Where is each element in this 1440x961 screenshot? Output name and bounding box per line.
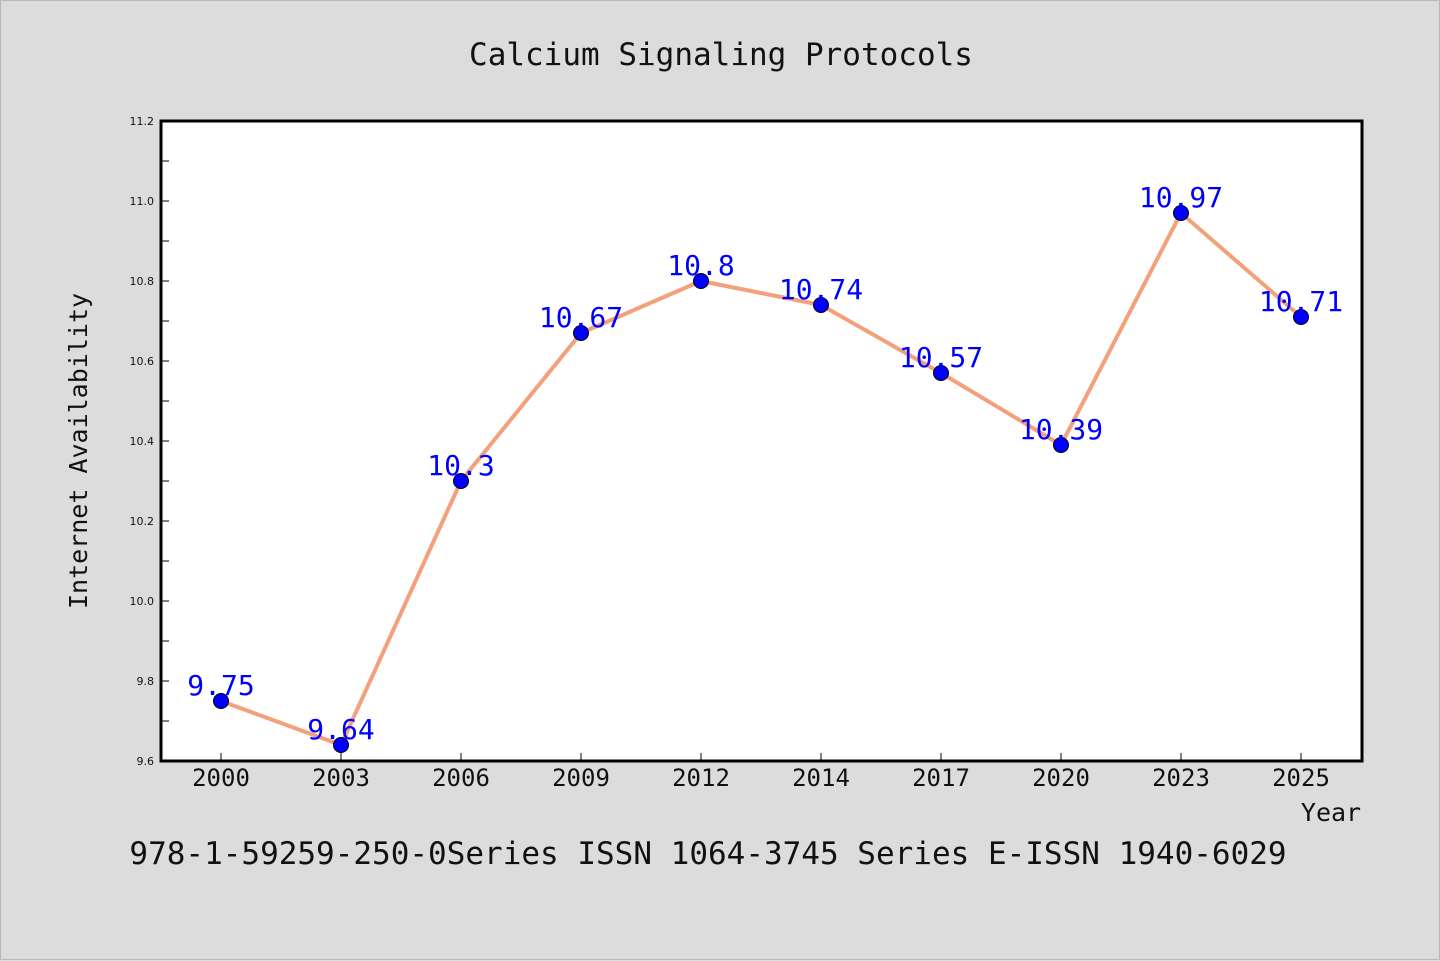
data-label: 10.57 [899,341,983,374]
footer-isbn-text: 978-1-59259-250-0Series ISSN 1064-3745 S… [129,836,1286,872]
data-label: 9.64 [307,713,374,746]
data-point [813,297,829,313]
y-tick-label: 9.8 [137,675,155,688]
y-tick-label: 10.8 [130,275,155,288]
y-axis: 9.6 9.8 10.0 10.2 10.4 10.6 10.8 11.0 11.2 [130,115,169,768]
x-tick-label: 2023 [1152,764,1210,792]
data-label: 10.67 [539,301,623,334]
plot-area [159,119,1364,763]
data-point [1293,309,1309,325]
data-label: 9.75 [187,669,254,702]
data-label: 10.97 [1139,181,1223,214]
data-label: 10.3 [427,449,494,482]
series-layer: 9.75 9.64 10.3 10.67 10.8 10.74 10.57 10.39 10.9… [187,181,1343,753]
y-tick-label: 10.4 [130,435,155,448]
x-tick-label: 2003 [312,764,370,792]
data-label: 10.74 [779,273,863,306]
x-axis: 2000 2003 2006 2009 2012 2014 2017 2020 2023 2025 [192,753,1330,792]
x-tick-label: 2000 [192,764,250,792]
data-point [573,325,589,341]
y-axis-label: Internet Availability [64,293,93,609]
x-tick-label: 2020 [1032,764,1090,792]
y-tick-label: 10.0 [130,595,155,608]
x-tick-label: 2017 [912,764,970,792]
x-tick-label: 2006 [432,764,490,792]
y-tick-label: 11.2 [130,115,155,128]
x-tick-label: 2025 [1272,764,1330,792]
data-point [693,273,709,289]
data-point [213,693,229,709]
data-point [333,737,349,753]
x-tick-label: 2014 [792,764,850,792]
data-point [933,365,949,381]
data-label: 10.8 [667,249,734,282]
y-tick-label: 10.6 [130,355,155,368]
x-tick-label: 2009 [552,764,610,792]
x-tick-label: 2012 [672,764,730,792]
y-tick-label: 11.0 [130,195,155,208]
data-point [453,473,469,489]
data-point [1173,205,1189,221]
series-line [220,211,1303,747]
x-axis-label: Year [1301,798,1361,827]
chart-title: Calcium Signaling Protocols [469,37,973,73]
y-tick-label: 9.6 [137,755,155,768]
y-tick-label: 10.2 [130,515,155,528]
data-point [1053,437,1069,453]
data-label: 10.71 [1259,285,1343,318]
data-label: 10.39 [1019,413,1103,446]
